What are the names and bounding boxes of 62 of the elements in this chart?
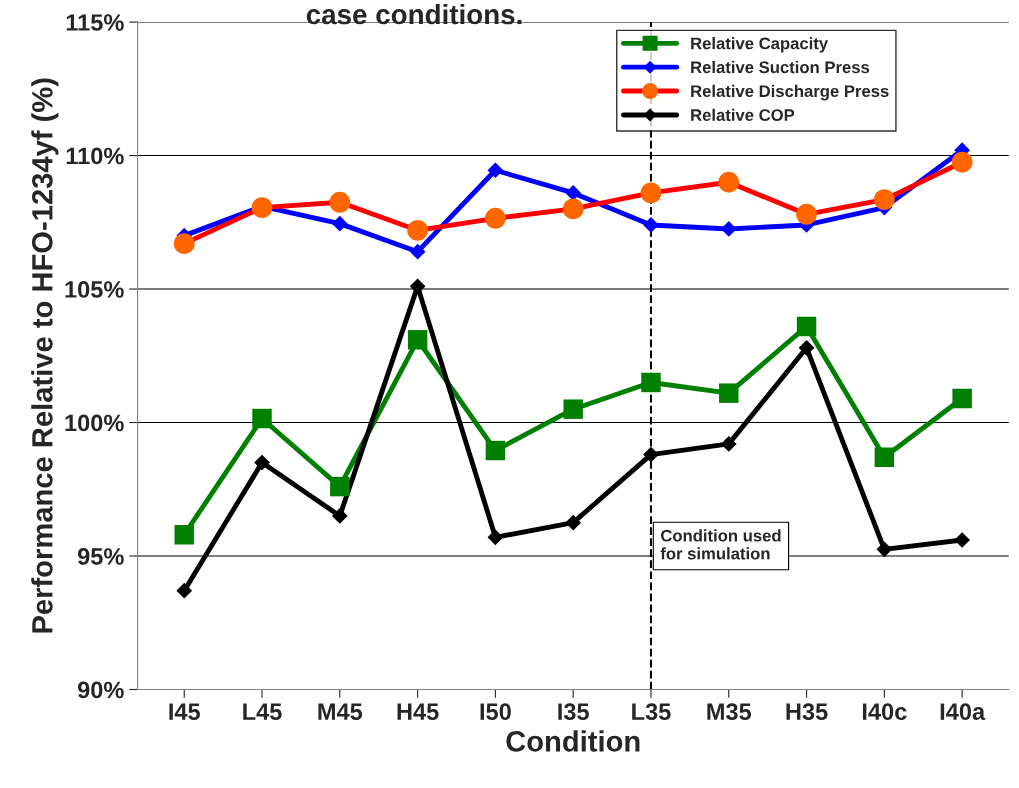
- chart-title: case conditions.: [306, 3, 522, 25]
- point: [951, 151, 973, 173]
- point: [331, 508, 348, 524]
- point: [563, 399, 583, 419]
- point: [798, 339, 815, 356]
- y-tick-label: 105%: [65, 281, 124, 298]
- point: [329, 191, 351, 213]
- x-tick-label: I45: [169, 703, 200, 721]
- point: [176, 582, 193, 599]
- ref-line-label: Condition used for simulation: [660, 529, 781, 560]
- point: [330, 476, 350, 497]
- x-tick-label: I40c: [862, 703, 907, 721]
- y-tick-label: 110%: [66, 147, 124, 165]
- point: [643, 446, 659, 463]
- point: [252, 408, 272, 429]
- y-tick-label: 115%: [66, 14, 124, 31]
- x-tick-label: H35: [786, 703, 828, 721]
- point: [174, 524, 194, 545]
- point: [331, 215, 348, 232]
- point: [876, 541, 893, 558]
- legend-label: Relative Suction Press: [691, 60, 870, 74]
- point: [251, 197, 273, 219]
- x-tick-label: I40a: [940, 703, 986, 721]
- point: [718, 171, 740, 193]
- point: [952, 388, 972, 409]
- point: [565, 185, 582, 201]
- point: [873, 189, 895, 211]
- point: [796, 316, 817, 337]
- point: [407, 330, 428, 350]
- point: [796, 203, 817, 225]
- x-tick-label: I50: [480, 703, 511, 721]
- point: [485, 440, 506, 461]
- point: [254, 454, 270, 471]
- point: [874, 447, 895, 467]
- point: [562, 198, 584, 220]
- point: [954, 532, 970, 548]
- x-tick-label: M45: [318, 703, 363, 721]
- point: [173, 233, 195, 255]
- y-axis-title: Performance Relative to HFO-1234yf (%): [31, 78, 59, 633]
- x-axis-title: Condition: [506, 730, 640, 752]
- y-tick-label: 100%: [65, 414, 124, 432]
- point: [409, 243, 426, 260]
- legend-label: Relative Capacity: [691, 37, 829, 53]
- point: [640, 182, 662, 204]
- x-tick-label: I35: [558, 703, 589, 721]
- x-tick-label: H45: [397, 703, 439, 721]
- legend-label: Relative Discharge Press: [691, 84, 889, 101]
- point: [487, 162, 504, 179]
- x-tick-label: L45: [243, 703, 282, 721]
- y-tick-label: 90%: [77, 681, 124, 699]
- point: [565, 514, 582, 531]
- point: [641, 372, 661, 393]
- point: [487, 529, 504, 546]
- y-tick-label: 95%: [77, 548, 124, 565]
- x-tick-label: L35: [632, 703, 671, 721]
- point: [484, 207, 506, 229]
- point: [720, 436, 737, 452]
- legend-label: Relative COP: [691, 108, 795, 121]
- point: [643, 217, 659, 233]
- point: [719, 383, 739, 403]
- x-tick-label: M35: [707, 703, 752, 721]
- point: [407, 219, 429, 241]
